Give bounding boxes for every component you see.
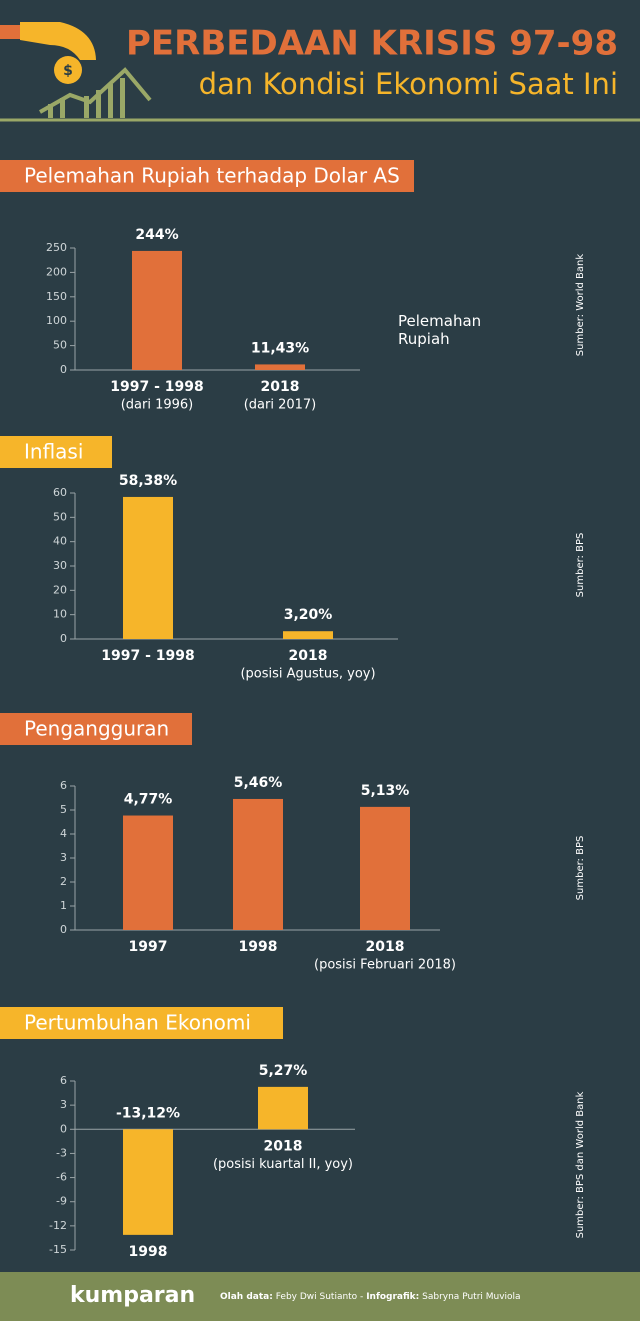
y-tick-label: 0 (60, 1122, 67, 1135)
y-tick-label: 6 (60, 779, 67, 792)
bar (233, 798, 283, 930)
y-tick-label: 0 (60, 632, 67, 645)
y-tick-label: 20 (53, 583, 67, 596)
bar (360, 806, 410, 930)
x-tick-label: 2018 (261, 379, 300, 395)
y-tick-label: 6 (60, 1074, 67, 1087)
y-tick-label: 30 (53, 559, 67, 572)
value-label: 11,43% (251, 340, 309, 356)
title: PERBEDAAN KRISIS 97-98 (126, 24, 618, 64)
y-tick-label: 150 (46, 290, 67, 303)
section-title: Inflasi (24, 440, 83, 464)
section-box (0, 160, 414, 192)
y-tick-label: -12 (49, 1219, 67, 1232)
section-box (0, 1007, 283, 1039)
y-tick-label: -9 (56, 1195, 67, 1208)
bar (123, 1129, 173, 1235)
x-tick-label: 1998 (129, 1244, 168, 1260)
legend: Pelemahan Rupiah (398, 312, 482, 348)
value-label: 4,77% (124, 792, 173, 808)
value-label: 5,27% (259, 1063, 308, 1079)
x-tick-label: 2018 (289, 648, 328, 664)
footer-band (0, 1272, 640, 1321)
category-note: (dari 2017) (244, 398, 317, 413)
y-tick-label: 4 (60, 827, 67, 840)
subtitle: dan Kondisi Ekonomi Saat Ini (199, 67, 618, 101)
value-label: 244% (135, 227, 178, 243)
credit-label: Olah data: (220, 1292, 273, 1302)
y-tick-label: 10 (53, 608, 67, 621)
bar (255, 364, 305, 370)
y-tick-label: -3 (56, 1146, 67, 1159)
x-tick-label: 2018 (366, 939, 405, 955)
x-tick-label: 1998 (239, 939, 278, 955)
legend-text: Pelemahan Rupiah (398, 312, 482, 348)
y-tick-label: 40 (53, 535, 67, 548)
source: Sumber: World Bank (575, 254, 586, 357)
brand: kumparan (70, 1283, 195, 1308)
category-note: (posisi Agustus, yoy) (240, 667, 375, 682)
bar (283, 631, 333, 639)
y-tick-label: 2 (60, 875, 67, 888)
section-box (0, 436, 112, 468)
y-tick-label: -15 (49, 1243, 67, 1256)
value-label: -13,12% (116, 1105, 180, 1121)
bar (123, 815, 173, 930)
credit-label: Infografik: (366, 1292, 419, 1302)
y-tick-label: 1 (60, 899, 67, 912)
value-label: 5,13% (361, 783, 410, 799)
x-tick-label: 1997 - 1998 (110, 379, 204, 395)
value-label: 58,38% (119, 473, 177, 489)
header-icon: $ (0, 22, 640, 122)
category-note: (dari 1996) (121, 398, 194, 413)
section-box (0, 713, 192, 745)
y-tick-label: 5 (60, 803, 67, 816)
y-tick-label: 100 (46, 314, 67, 327)
y-tick-label: 60 (53, 486, 67, 499)
credits: Olah data: Feby Dwi Sutianto - Infografi… (220, 1292, 521, 1302)
x-tick-label: 1997 - 1998 (101, 648, 195, 664)
category-note: (posisi kuartal II, yoy) (213, 1157, 353, 1172)
y-tick-label: -6 (56, 1171, 67, 1184)
bar (132, 250, 182, 370)
y-tick-label: 200 (46, 265, 67, 278)
bar (123, 496, 173, 639)
credit-name: Sabryna Putri Muviola (422, 1292, 520, 1302)
y-tick-label: 3 (60, 851, 67, 864)
source: Sumber: BPS (575, 533, 586, 598)
value-label: 3,20% (284, 607, 333, 623)
section-title: Pengangguran (24, 717, 169, 741)
value-label: 5,46% (234, 775, 283, 791)
credit-name: Feby Dwi Sutianto - (276, 1292, 364, 1302)
bar (258, 1086, 308, 1130)
y-tick-label: 0 (60, 923, 67, 936)
y-tick-label: 250 (46, 241, 67, 254)
y-tick-label: 0 (60, 363, 67, 376)
section-title: Pelemahan Rupiah terhadap Dolar AS (24, 164, 400, 188)
category-note: (posisi Februari 2018) (314, 958, 456, 973)
x-tick-label: 1997 (129, 939, 168, 955)
source: Sumber: BPS (575, 836, 586, 901)
x-tick-label: 2018 (264, 1138, 303, 1154)
section-title: Pertumbuhan Ekonomi (24, 1011, 251, 1035)
svg-text:$: $ (63, 63, 73, 79)
y-tick-label: 50 (53, 510, 67, 523)
y-tick-label: 3 (60, 1098, 67, 1111)
source: Sumber: BPS dan World Bank (575, 1091, 586, 1238)
y-tick-label: 50 (53, 339, 67, 352)
